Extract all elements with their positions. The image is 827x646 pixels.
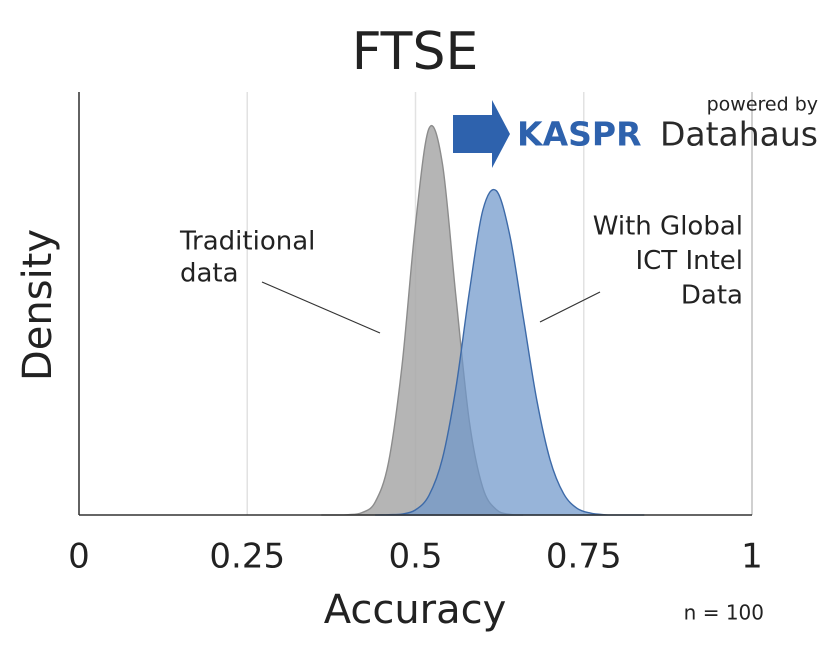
annotation: Data bbox=[681, 281, 743, 311]
sample-note: n = 100 bbox=[684, 601, 764, 625]
x-tick-label: 0.75 bbox=[546, 537, 622, 577]
brand-suffix: Datahaus bbox=[660, 115, 818, 154]
x-tick-label: 0.5 bbox=[388, 537, 442, 577]
annotation: Traditional bbox=[179, 227, 315, 257]
chart-title: FTSE bbox=[352, 22, 479, 82]
powered-by: powered by bbox=[707, 94, 818, 116]
logo-arrow bbox=[453, 100, 510, 168]
plot-area bbox=[78, 92, 753, 516]
annotation: ICT Intel bbox=[635, 246, 743, 276]
x-tick-label: 0 bbox=[68, 537, 90, 577]
annotation-leader bbox=[261, 281, 381, 334]
annotation-leader bbox=[539, 291, 601, 323]
logo: powered by KASPR Datahaus bbox=[453, 94, 818, 168]
x-tick-label: 1 bbox=[741, 537, 763, 577]
x-axis-label: Accuracy bbox=[324, 587, 507, 633]
annotation: With Global bbox=[593, 212, 743, 242]
x-tick-label: 0.25 bbox=[209, 537, 285, 577]
y-axis-label: Density bbox=[15, 229, 61, 381]
density-area bbox=[375, 188, 645, 516]
brand: KASPR bbox=[517, 115, 641, 154]
annotation: data bbox=[180, 259, 239, 289]
